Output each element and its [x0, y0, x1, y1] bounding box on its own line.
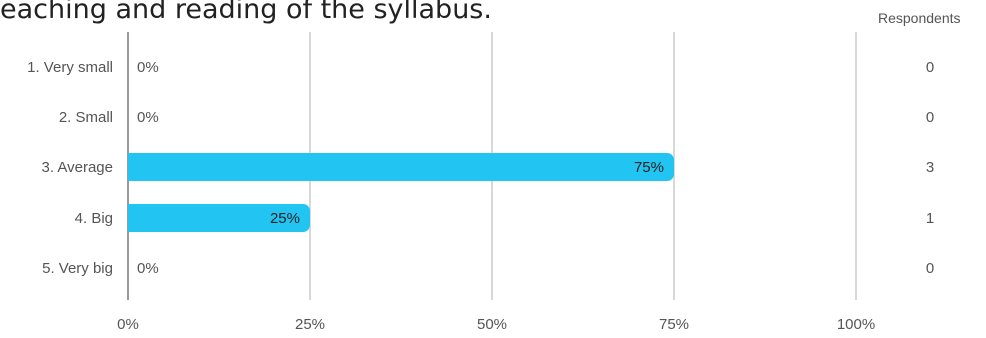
x-tick-label: 25%	[295, 316, 325, 333]
bar-value-label: 0%	[137, 260, 159, 277]
labels: 0% 25% 50% 75% 100%1. Very small 0% 02. Small 0…	[27, 59, 934, 333]
category-label: 5. Very big	[42, 260, 113, 277]
category-label: 4. Big	[75, 210, 113, 227]
bar-left-edge	[128, 204, 138, 232]
x-tick-label: 75%	[659, 316, 689, 333]
bars	[128, 153, 674, 232]
bar-value-label: 25%	[270, 210, 300, 227]
x-tick-label: 50%	[477, 316, 507, 333]
x-tick-label: 100%	[837, 316, 875, 333]
respondents-count: 3	[926, 159, 934, 176]
question-title: eaching and reading of the syllabus.	[0, 0, 492, 25]
respondents-header: Respondents	[878, 10, 961, 26]
respondents-count: 0	[926, 59, 934, 76]
bar	[128, 153, 674, 181]
bar-value-label: 75%	[634, 159, 664, 176]
x-tick-label: 0%	[117, 316, 139, 333]
category-label: 3. Average	[42, 159, 113, 176]
respondents-count: 1	[926, 210, 934, 227]
respondents-count: 0	[926, 109, 934, 126]
bar	[128, 204, 310, 232]
category-label: 2. Small	[59, 109, 113, 126]
respondents-count: 0	[926, 260, 934, 277]
bar-left-edge	[128, 153, 138, 181]
bar-value-label: 0%	[137, 109, 159, 126]
bar-value-label: 0%	[137, 59, 159, 76]
category-label: 1. Very small	[27, 59, 113, 76]
